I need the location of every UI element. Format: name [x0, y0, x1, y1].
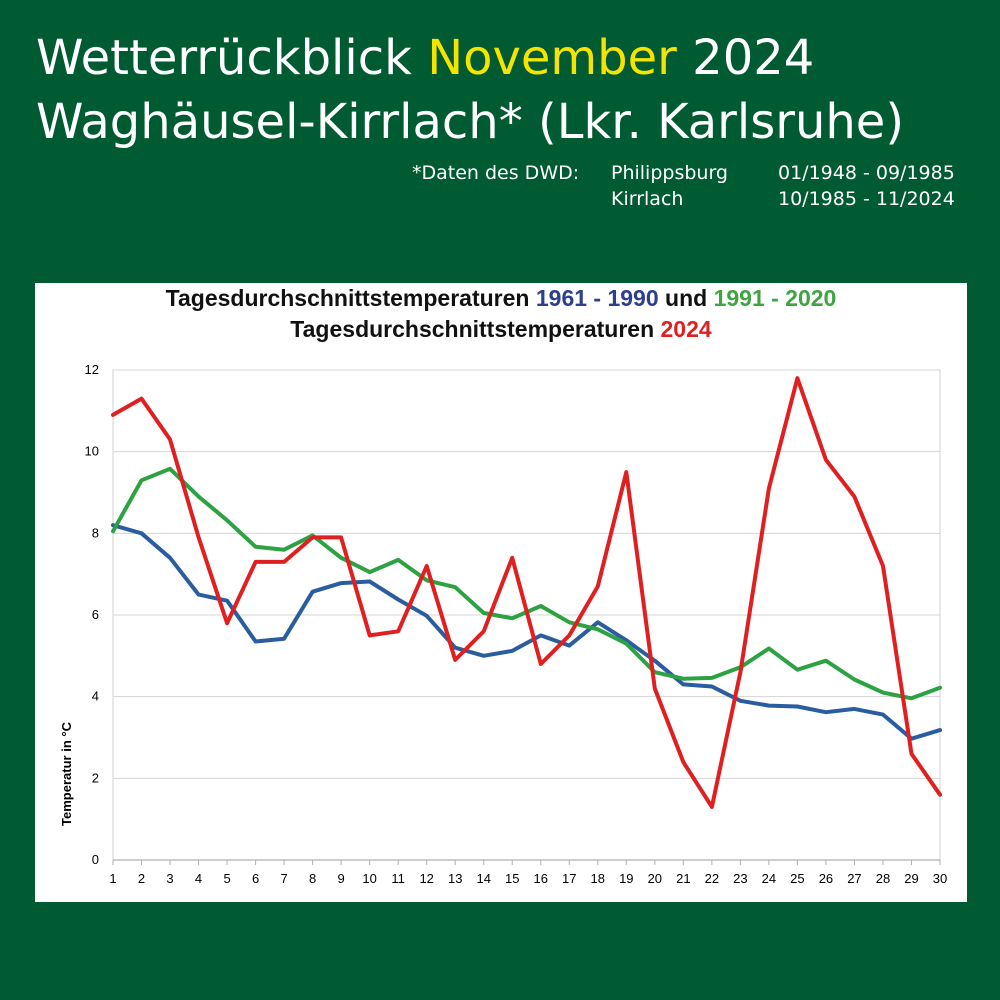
x-tick-label: 2	[138, 871, 145, 886]
x-tick-label: 7	[280, 871, 287, 886]
series-line-2024	[111, 376, 942, 809]
x-tick-label: 24	[762, 871, 776, 886]
x-tick-label: 12	[419, 871, 433, 886]
title-prefix: Wetterrückblick	[36, 30, 412, 86]
x-tick-label: 28	[876, 871, 890, 886]
x-tick-label: 13	[448, 871, 462, 886]
y-tick-label: 0	[92, 852, 99, 867]
y-tick-label: 12	[85, 362, 99, 377]
chart-title-range1: 1961 - 1990	[535, 285, 659, 311]
x-tick-label: 17	[562, 871, 576, 886]
x-tick-label: 20	[648, 871, 662, 886]
chart-title-und: und	[665, 285, 708, 311]
x-tick-label: 1	[109, 871, 116, 886]
title-year: 2024	[692, 30, 815, 86]
x-tick-label: 4	[195, 871, 202, 886]
x-tick-label: 26	[819, 871, 833, 886]
x-tick-label: 11	[391, 871, 405, 886]
y-tick-label: 4	[92, 689, 99, 704]
chart-title-line1: Tagesdurchschnittstemperaturen 1961 - 19…	[35, 283, 967, 313]
source-period-2: 10/1985 - 11/2024	[778, 188, 955, 210]
y-tick-label: 6	[92, 607, 99, 622]
chart-title2-prefix: Tagesdurchschnittstemperaturen	[290, 316, 655, 342]
x-tick-label: 27	[847, 871, 861, 886]
source-period-1: 01/1948 - 09/1985	[778, 162, 955, 184]
x-tick-label: 29	[904, 871, 918, 886]
x-tick-label: 19	[619, 871, 633, 886]
x-tick-label: 14	[476, 871, 490, 886]
x-tick-label: 22	[705, 871, 719, 886]
x-tick-label: 15	[505, 871, 519, 886]
series-line-1961-1990	[111, 523, 942, 741]
x-tick-label: 18	[591, 871, 605, 886]
series-lines	[111, 376, 942, 809]
x-tick-label: 5	[223, 871, 230, 886]
y-axis-label: Temperatur in °C	[59, 721, 74, 826]
x-tick-label: 30	[933, 871, 947, 886]
x-tick-label: 10	[362, 871, 376, 886]
source-station-2: Kirrlach	[611, 188, 684, 210]
y-tick-label: 8	[92, 525, 99, 540]
x-tick-label: 23	[733, 871, 747, 886]
x-tick-label: 9	[338, 871, 345, 886]
y-tick-label: 10	[85, 444, 99, 459]
chart-title-line2: Tagesdurchschnittstemperaturen 2024	[35, 314, 967, 344]
x-tick-label: 16	[534, 871, 548, 886]
x-tick-label: 25	[790, 871, 804, 886]
x-tick-label: 8	[309, 871, 316, 886]
chart-title-range2: 1991 - 2020	[713, 285, 837, 311]
x-tick-label: 6	[252, 871, 259, 886]
y-tick-label: 2	[92, 770, 99, 785]
chart-title-prefix: Tagesdurchschnittstemperaturen	[165, 285, 530, 311]
page-subtitle: Waghäusel-Kirrlach* (Lkr. Karlsruhe)	[36, 94, 905, 150]
chart-panel: Tagesdurchschnittstemperaturen 1961 - 19…	[35, 283, 967, 902]
source-station-1: Philippsburg	[611, 162, 728, 184]
source-label: *Daten des DWD:	[412, 162, 580, 184]
x-tick-label: 3	[166, 871, 173, 886]
page-title: Wetterrückblick November 2024	[36, 28, 814, 88]
title-month: November	[427, 30, 677, 86]
x-tick-label: 21	[676, 871, 690, 886]
chart-title2-year: 2024	[660, 316, 712, 342]
series-line-1991-2020	[111, 466, 942, 701]
